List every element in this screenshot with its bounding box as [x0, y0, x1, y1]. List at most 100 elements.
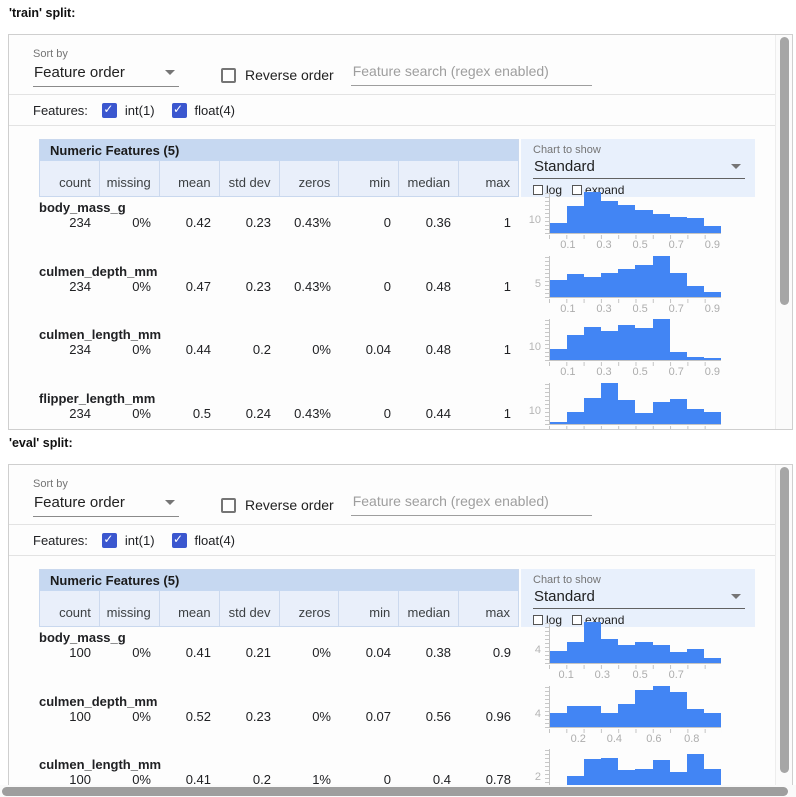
- expand-checkbox[interactable]: [572, 185, 583, 195]
- stat-value: 0.23: [245, 708, 271, 724]
- vertical-scrollbar[interactable]: [775, 465, 792, 797]
- histogram-bar: [686, 286, 704, 297]
- feature-histogram: 5 0.1 0.3 0.5 0.7 0.9: [521, 255, 723, 318]
- histogram-bar: [601, 639, 619, 663]
- column-header: count: [59, 605, 91, 620]
- chart-type-value: Standard: [534, 588, 595, 605]
- feature-type-filter: int(1): [101, 532, 155, 548]
- column-header: missing: [98, 591, 159, 626]
- histogram-bar: [652, 402, 670, 424]
- sort-by-value: Feature order: [34, 494, 125, 511]
- stat-value: 0.48: [425, 278, 451, 294]
- vertical-scrollbar[interactable]: [775, 35, 792, 429]
- feature-type-checkbox[interactable]: [171, 102, 187, 118]
- stat-value: 0.23: [245, 215, 271, 230]
- column-header: median: [398, 591, 458, 626]
- histogram-x-axis-ticks: [549, 665, 722, 669]
- histogram-bar: [618, 703, 636, 727]
- log-checkbox[interactable]: [533, 615, 543, 625]
- log-checkbox[interactable]: [533, 185, 543, 195]
- numeric-features-table: Numeric Features (5) count missing mean std…: [39, 139, 792, 431]
- histogram-x-tick-label: 0.9: [704, 366, 721, 378]
- histogram-x-tick-label: 0.4: [606, 732, 623, 745]
- histogram-bar: [601, 713, 619, 727]
- stat-value: 0.41: [185, 645, 211, 660]
- horizontal-scrollbar[interactable]: [0, 785, 796, 797]
- chart-type-select[interactable]: Standard: [533, 588, 745, 609]
- histogram-x-tick-label: 0.3: [596, 366, 612, 378]
- scrollbar-thumb[interactable]: [2, 786, 788, 796]
- feature-histogram: 10: [521, 382, 723, 431]
- feature-stats: 234 0% 0.5 0.24 0.43% 0 0.44 1: [39, 406, 519, 421]
- stat-value: 0.43%: [294, 215, 331, 230]
- histogram-x-labels: [549, 430, 721, 431]
- stat-value: 0%: [132, 278, 151, 294]
- histogram-y-axis-ticks: [545, 193, 549, 234]
- column-header: std dev: [218, 161, 279, 196]
- feature-type-checkbox[interactable]: [101, 102, 117, 118]
- eval-split-panel: Sort by Feature order Reverse order Feat…: [8, 464, 793, 797]
- column-header: missing: [98, 161, 159, 196]
- stat-value: 0%: [132, 772, 151, 787]
- histogram-bar: [618, 205, 636, 233]
- stat-value: 0.43%: [294, 405, 331, 421]
- column-header: mean: [158, 591, 219, 626]
- feature-search-input[interactable]: [350, 63, 592, 86]
- scrollbar-thumb[interactable]: [780, 37, 789, 305]
- feature-name: culmen_depth_mm: [39, 263, 158, 279]
- histogram-x-tick-label: 0.1: [560, 302, 576, 315]
- reverse-order-label: Reverse order: [245, 67, 334, 83]
- chart-to-show-box: Chart to show Standard log expand: [521, 139, 755, 197]
- stat-value: 0: [383, 405, 391, 421]
- feature-search-input[interactable]: [350, 493, 592, 516]
- scrollbar-thumb[interactable]: [780, 467, 789, 773]
- feature-type-filters: int(1) float(4): [101, 102, 252, 118]
- histogram-bar: [686, 409, 704, 424]
- histogram-bars: [549, 192, 721, 234]
- sort-by-select[interactable]: Feature order: [33, 64, 179, 87]
- chart-type-select[interactable]: Standard: [533, 158, 745, 179]
- feature-name: culmen_length_mm: [39, 757, 162, 772]
- histogram-bar: [550, 280, 568, 297]
- features-filter-row: Features: int(1) float(4): [9, 525, 792, 556]
- feature-rows: body_mass_g 100 0% 0.41 0.21 0% 0.04 0.38 0.9 4…: [39, 622, 792, 797]
- expand-checkbox[interactable]: [572, 615, 583, 625]
- histogram-bar: [635, 413, 653, 424]
- stat-value: 1: [503, 278, 511, 294]
- histogram-bars: [549, 685, 721, 728]
- feature-row: culmen_depth_mm 100 0% 0.52 0.23 0% 0.07 0.56 0…: [39, 685, 792, 755]
- stat-value: 0.47: [185, 278, 211, 294]
- stat-value: 234: [69, 342, 91, 357]
- histogram-x-tick-label: 0.1: [558, 669, 574, 681]
- histogram-bar: [584, 192, 602, 233]
- stat-value: 0: [383, 772, 391, 787]
- stat-value: 234: [69, 215, 91, 230]
- stat-value: 0.48: [425, 342, 451, 357]
- stat-value: 0.24: [245, 405, 271, 421]
- stat-value: 0%: [132, 215, 151, 230]
- histogram-x-labels: 0.1 0.3 0.5 0.7 0.9: [549, 239, 721, 251]
- histogram-y-tick-label: 5: [534, 277, 541, 290]
- feature-name: culmen_depth_mm: [39, 693, 158, 709]
- feature-type-label: int(1): [124, 532, 155, 548]
- feature-name: culmen_length_mm: [39, 327, 162, 342]
- column-header: mean: [158, 161, 219, 196]
- histogram-bar: [567, 206, 585, 233]
- feature-stats: 100 0% 0.52 0.23 0% 0.07 0.56 0.96: [39, 709, 519, 724]
- column-header: min: [338, 591, 398, 626]
- histogram-x-labels: 0.1 0.3 0.5 0.7: [549, 669, 721, 681]
- histogram-x-tick-label: 0.8: [684, 732, 700, 745]
- histogram-bar: [703, 226, 721, 233]
- reverse-order-checkbox[interactable]: [221, 67, 236, 83]
- stat-value: 0%: [312, 342, 331, 357]
- histogram-x-axis-ticks: [549, 298, 722, 303]
- stat-value: 0.44: [425, 405, 451, 421]
- feature-row: culmen_depth_mm 234 0% 0.47 0.23 0.43% 0 0.48 1…: [39, 255, 792, 325]
- histogram-bar: [635, 690, 653, 727]
- reverse-order-checkbox[interactable]: [221, 497, 236, 513]
- histogram-y-tick-label: 10: [528, 404, 541, 417]
- feature-type-checkbox[interactable]: [101, 532, 117, 548]
- stat-value: 0.44: [185, 342, 211, 357]
- feature-type-checkbox[interactable]: [171, 532, 187, 548]
- sort-by-select[interactable]: Feature order: [33, 494, 179, 517]
